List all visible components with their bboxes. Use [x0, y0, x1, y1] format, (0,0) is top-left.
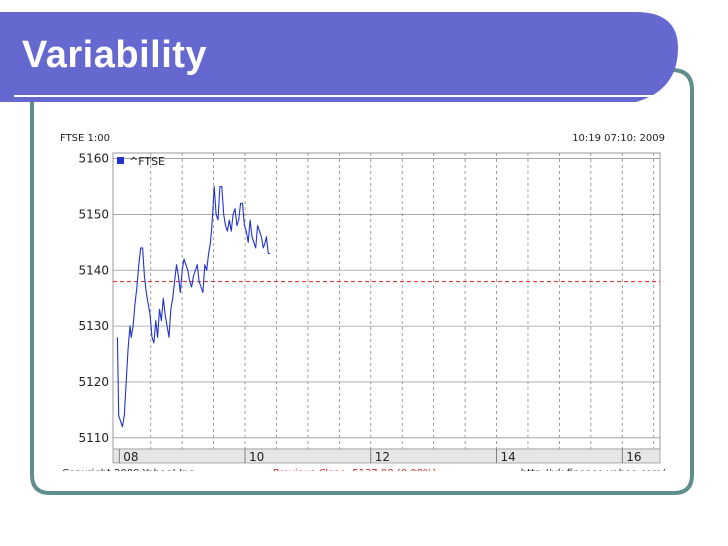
source-url-label: http://uk.finance.yahoo.com/	[521, 468, 666, 471]
copyright-label: Copyright 2009 Yahoo! Inc.	[62, 468, 197, 471]
legend-label: ^FTSE	[129, 155, 165, 168]
y-tick-label: 5140	[78, 263, 109, 277]
ticker-label: FTSE 1:00	[60, 133, 110, 144]
x-tick-label: 10	[249, 450, 264, 464]
slide-title: Variability	[22, 34, 208, 76]
x-tick-label: 08	[123, 450, 138, 464]
ftse-series-line	[116, 185, 271, 428]
chart-container: FTSE 1:00 10:19 07:10: 2009 5110 5120 5130 51…	[56, 126, 672, 471]
title-bar	[0, 12, 678, 102]
timestamp-label: 10:19 07:10: 2009	[572, 133, 665, 144]
x-axis-band	[112, 448, 661, 464]
legend-swatch	[117, 157, 124, 164]
y-tick-label: 5130	[78, 319, 109, 333]
previous-close-label: Previous Close: 5137.98 (0.08%)	[273, 468, 436, 471]
x-tick-label: 14	[501, 450, 516, 464]
x-tick-label: 12	[375, 450, 390, 464]
y-tick-label: 5120	[78, 375, 109, 389]
x-tick-label: 16	[626, 450, 641, 464]
plot-area	[112, 152, 661, 450]
ftse-chart: FTSE 1:00 10:19 07:10: 2009 5110 5120 5130 51…	[60, 133, 666, 471]
y-tick-label: 5160	[78, 152, 109, 166]
content-frame	[30, 68, 694, 495]
y-tick-label: 5110	[78, 431, 109, 445]
y-tick-label: 5150	[78, 207, 109, 221]
